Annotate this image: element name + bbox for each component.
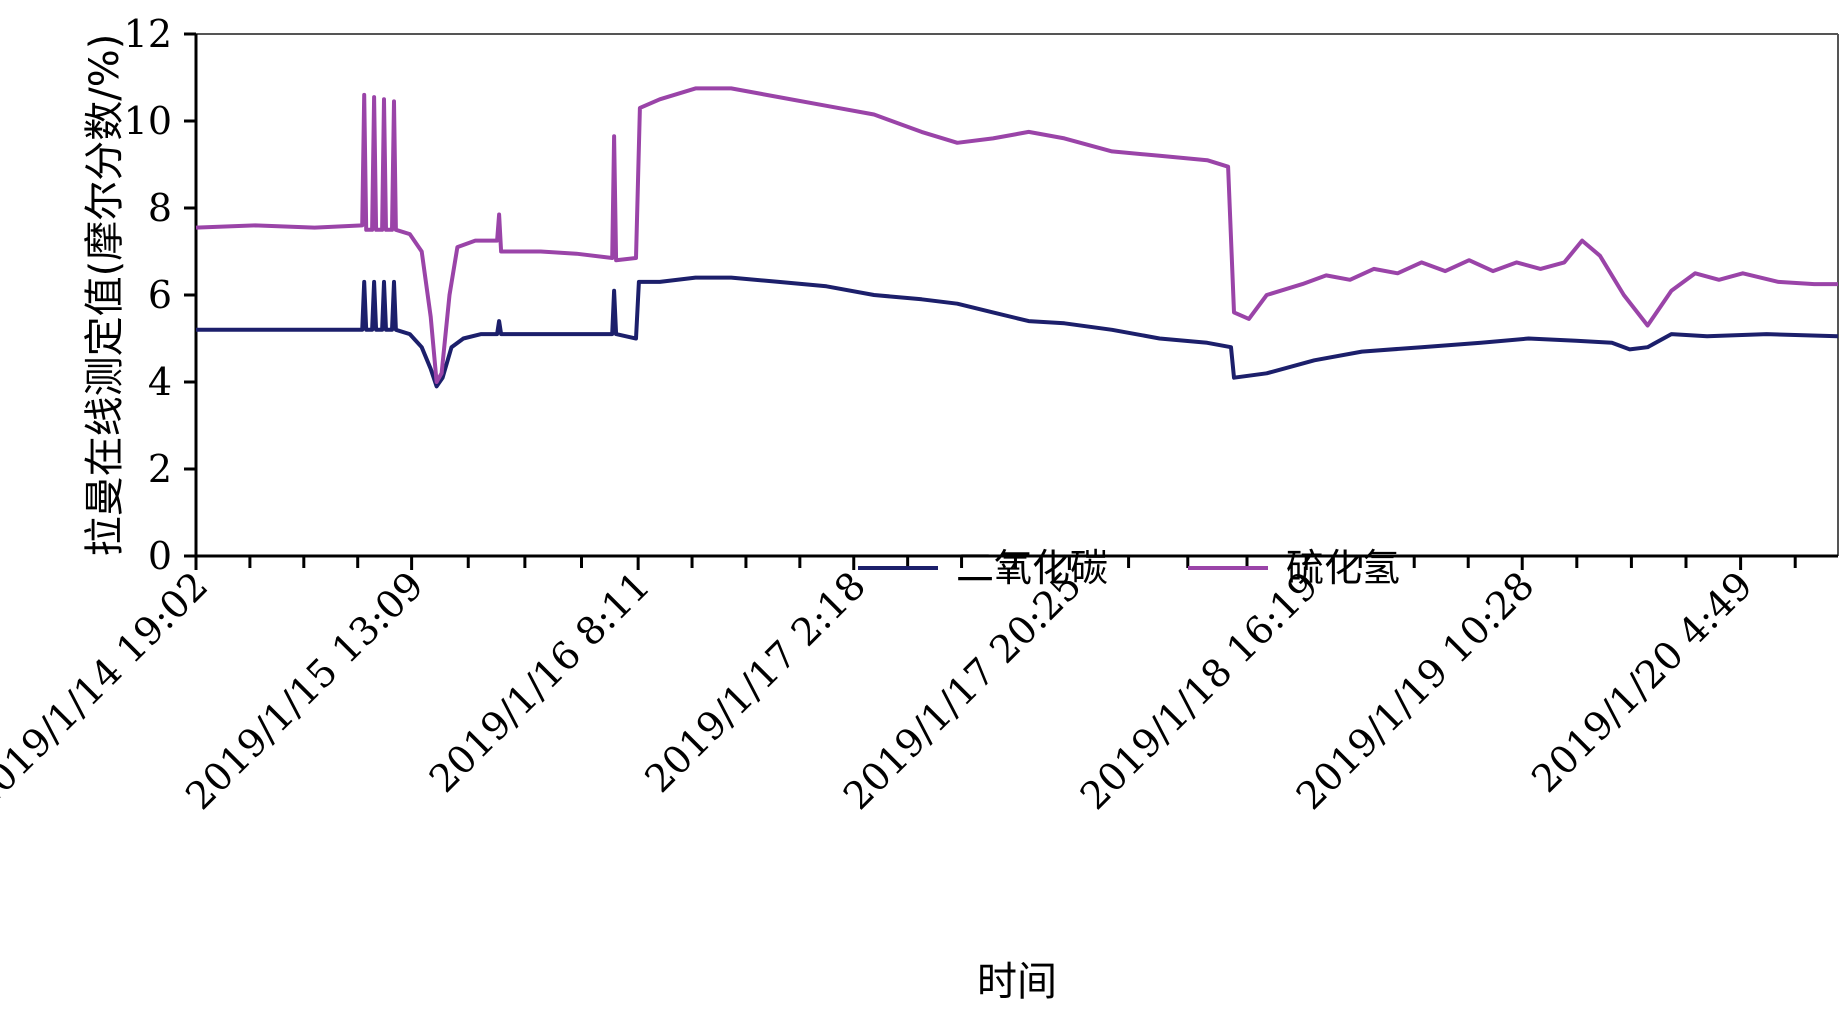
series-layer bbox=[195, 86, 1839, 389]
y-axis-title: 拉曼在线测定值(摩尔分数/%) bbox=[82, 34, 128, 557]
x-tick-label: 2019/1/16 8:11 bbox=[421, 563, 659, 801]
y-tick-label: 4 bbox=[148, 360, 172, 404]
legend-label-1: 二氧化碳 bbox=[956, 546, 1108, 590]
x-tick-label: 2019/1/15 13:09 bbox=[177, 563, 432, 818]
y-tick-label: 0 bbox=[148, 534, 172, 578]
x-tick-label: 2019/1/18 16:19 bbox=[1072, 563, 1327, 818]
x-tick-label: 2019/1/17 20:25 bbox=[835, 563, 1090, 818]
series-line-1 bbox=[196, 275, 1839, 389]
y-ticks: 0 2 4 6 8 10 12 bbox=[124, 12, 196, 578]
y-tick-label: 2 bbox=[148, 447, 172, 491]
x-tick-label: 2019/1/17 2:18 bbox=[636, 563, 874, 801]
x-tick-label: 2019/1/20 4:49 bbox=[1523, 563, 1761, 801]
legend-label-2: 硫化氢 bbox=[1286, 546, 1400, 590]
series-line-2 bbox=[195, 86, 1838, 384]
x-tick-label: 2019/1/19 10:28 bbox=[1288, 563, 1543, 818]
x-axis-title: 时间 bbox=[977, 959, 1057, 1005]
y-tick-label: 8 bbox=[148, 186, 172, 230]
plot-area bbox=[194, 33, 1839, 558]
y-tick-label: 6 bbox=[148, 273, 172, 317]
y-tick-label: 10 bbox=[124, 99, 172, 143]
legend: 二氧化碳 硫化氢 bbox=[858, 546, 1400, 590]
y-tick-label: 12 bbox=[124, 12, 172, 56]
